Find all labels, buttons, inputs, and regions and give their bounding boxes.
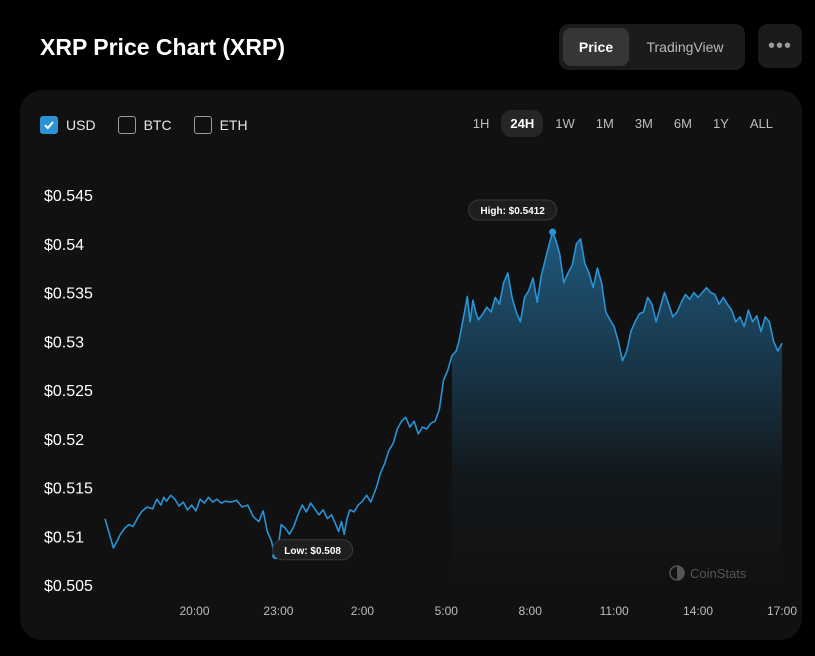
annotation-bubble — [468, 199, 558, 221]
y-tick-label: $0.53 — [44, 334, 84, 351]
x-tick-label: 14:00 — [683, 604, 713, 618]
page-title: XRP Price Chart (XRP) — [40, 34, 285, 60]
range-6m[interactable]: 6M — [673, 116, 692, 131]
currency-label: ETH — [219, 117, 248, 133]
currency-toggles: USD BTC ETH — [40, 116, 270, 134]
high-annotation: High: $0.5412 — [468, 199, 558, 236]
range-all[interactable]: ALL — [749, 116, 773, 131]
y-tick-label: $0.515 — [44, 481, 93, 498]
range-1m[interactable]: 1M — [595, 116, 614, 131]
low-annotation: Low: $0.508 — [272, 539, 354, 561]
x-axis: 20:00 23:00 2:00 5:00 8:00 11:00 14:00 17:00 — [180, 604, 798, 618]
price-chart[interactable]: $0.545 $0.54 $0.535 $0.53 $0.525 $0.52 $0.515 $… — [20, 90, 802, 640]
price-area-fill — [451, 232, 782, 585]
currency-toggle-btc[interactable]: BTC — [117, 116, 172, 134]
currency-label: USD — [66, 117, 96, 133]
more-options-button[interactable]: ••• — [758, 24, 802, 68]
view-toggle: Price TradingView — [559, 24, 745, 70]
y-tick-label: $0.505 — [44, 578, 93, 595]
annotation-label: Low: $0.508 — [284, 546, 341, 557]
price-line — [104, 231, 783, 557]
watermark-text: CoinStats — [690, 566, 747, 581]
annotation-bubble — [272, 539, 354, 561]
checkbox-icon[interactable] — [193, 116, 212, 134]
y-tick-label: $0.51 — [44, 529, 84, 546]
ellipsis-icon: ••• — [767, 34, 792, 57]
y-tick-label: $0.52 — [44, 432, 84, 449]
x-tick-label: 23:00 — [263, 604, 293, 618]
x-tick-label: 11:00 — [600, 604, 629, 618]
range-1h[interactable]: 1H — [472, 116, 490, 131]
chart-card: USD BTC ETH 1H 24H 1W 1M 3M 6M 1Y ALL $0… — [20, 90, 802, 640]
range-1y[interactable]: 1Y — [712, 116, 729, 131]
tab-tradingview[interactable]: TradingView — [646, 39, 724, 55]
y-tick-label: $0.535 — [44, 286, 93, 303]
range-3m[interactable]: 3M — [634, 116, 653, 131]
checkbox-icon[interactable] — [117, 116, 136, 134]
x-tick-label: 2:00 — [351, 604, 375, 618]
x-tick-label: 20:00 — [180, 604, 210, 618]
y-tick-label: $0.545 — [44, 188, 93, 205]
checkbox-checked-icon[interactable] — [40, 116, 58, 134]
annotation-dot — [549, 228, 557, 236]
x-tick-label: 17:00 — [767, 604, 797, 618]
currency-toggle-eth[interactable]: ETH — [193, 116, 248, 134]
currency-toggle-usd[interactable]: USD — [40, 116, 96, 134]
x-tick-label: 5:00 — [435, 604, 459, 618]
annotation-label: High: $0.5412 — [480, 206, 545, 217]
y-tick-label: $0.54 — [44, 237, 84, 254]
y-axis: $0.545 $0.54 $0.535 $0.53 $0.525 $0.52 $0.515 $… — [44, 188, 93, 595]
coinstats-watermark: CoinStats — [669, 565, 747, 581]
x-tick-label: 8:00 — [519, 604, 543, 618]
tab-price[interactable]: Price — [563, 28, 629, 66]
time-range-selector: 1H 24H 1W 1M 3M 6M 1Y ALL — [461, 110, 782, 137]
currency-label: BTC — [143, 117, 172, 133]
y-tick-label: $0.525 — [44, 383, 93, 400]
range-1w[interactable]: 1W — [555, 116, 575, 131]
annotations: High: $0.5412 Low: $0.508 — [272, 199, 558, 561]
range-24h[interactable]: 24H — [501, 110, 544, 137]
